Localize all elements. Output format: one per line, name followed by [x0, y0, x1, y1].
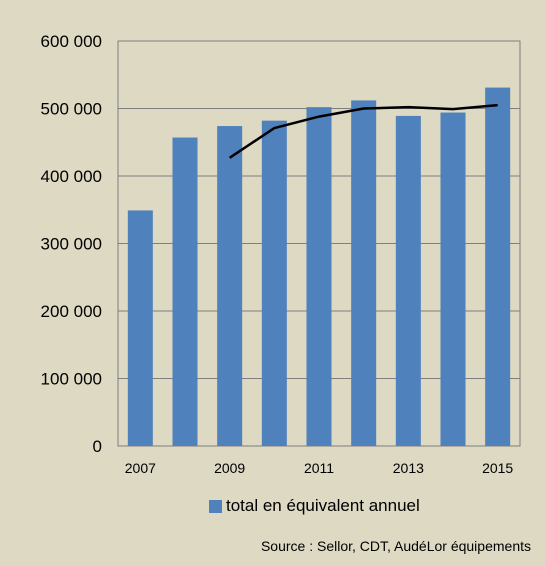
- bar: [351, 100, 377, 447]
- bar: [306, 107, 332, 447]
- legend-swatch: [209, 499, 222, 513]
- source-note: Source : Sellor, CDT, AudéLor équipement…: [260, 538, 531, 554]
- bar: [395, 115, 421, 447]
- trend-line: [228, 103, 498, 159]
- legend-label: total en équivalent annuel: [226, 496, 420, 515]
- y-tick-label: 500 000: [41, 100, 102, 119]
- legend: total en équivalent annuel: [209, 496, 420, 516]
- x-tick-label: 2007: [125, 460, 156, 476]
- y-tick-label: 600 000: [41, 32, 102, 51]
- bar: [217, 126, 243, 447]
- x-tick-label: 2013: [393, 460, 424, 476]
- bar: [440, 112, 466, 447]
- x-tick-label: 2011: [304, 460, 334, 476]
- y-tick-label: 200 000: [41, 302, 102, 321]
- bar: [261, 120, 287, 447]
- x-tick-label: 2009: [214, 460, 245, 476]
- bar: [485, 87, 511, 446]
- y-tick-label: 400 000: [41, 167, 102, 186]
- y-tick-label: 100 000: [41, 370, 102, 389]
- y-tick-label: 0: [93, 437, 102, 456]
- bar: [172, 137, 198, 446]
- bar: [127, 210, 153, 446]
- x-tick-label: 2015: [482, 460, 513, 476]
- y-tick-label: 300 000: [41, 235, 102, 254]
